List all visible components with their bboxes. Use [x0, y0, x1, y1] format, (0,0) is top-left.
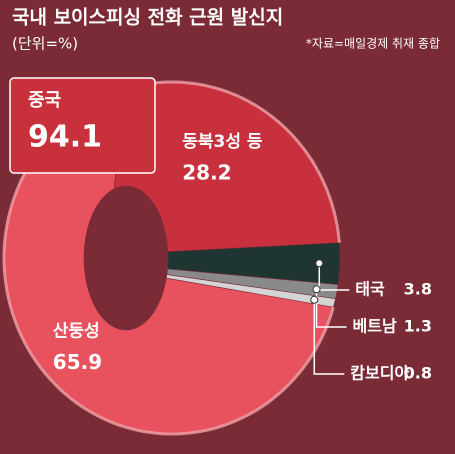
subtitle: (단위=%): [12, 35, 78, 53]
leader-dot: [315, 259, 324, 268]
legend-value: 1.3: [404, 317, 432, 336]
chart-title: 국내 보이스피싱 전화 근원 발신지: [12, 7, 283, 29]
legend-label: 베트남: [353, 317, 397, 336]
value-label: 28.2: [182, 160, 231, 184]
leader-dot: [312, 285, 321, 294]
slice-label: 산둥성: [53, 322, 100, 342]
legend-label: 캄보디아: [350, 364, 409, 383]
legend-value: 3.8: [404, 280, 432, 299]
value-label: 65.9: [53, 350, 102, 374]
source: *자료=매일경제 취재 종합: [306, 37, 440, 51]
group-value: 94.1: [28, 120, 102, 155]
legend-label: 태국: [355, 280, 385, 299]
slice-label: 동북3성 등: [182, 132, 263, 152]
group-rim: [2, 80, 341, 436]
legend-value: 0.8: [404, 364, 432, 383]
leader-line: [313, 299, 345, 375]
slice: [165, 274, 336, 308]
group-name: 중국: [28, 90, 61, 111]
group-box: [9, 77, 156, 174]
leader-dot: [310, 295, 319, 304]
donut: [2, 80, 341, 436]
